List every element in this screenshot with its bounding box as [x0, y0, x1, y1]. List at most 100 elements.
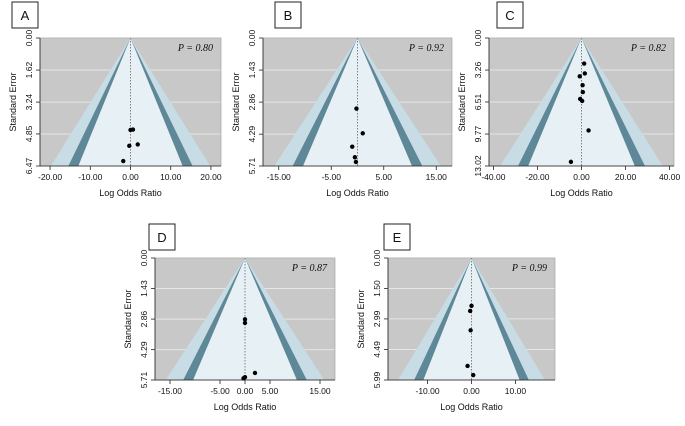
study-point: [468, 328, 473, 333]
x-tick-label: -40.00: [481, 172, 505, 182]
x-tick-label: 20.00: [615, 172, 637, 182]
x-tick-label: -15.00: [267, 172, 291, 182]
panel-letter-box: [11, 1, 39, 29]
x-tick-label: -10.00: [415, 386, 439, 396]
y-tick-label: 1.43: [247, 62, 257, 79]
funnel-panel-c: C -40.00 -20.00 0.00 20.00 40.00 0.00 3.26 6.51 9…: [457, 1, 681, 198]
y-tick-label: 1.62: [24, 62, 34, 79]
y-tick-label: 4.29: [247, 126, 257, 143]
x-tick-label: -5.00: [210, 386, 230, 396]
study-point: [135, 142, 140, 147]
y-axis-title: Standard Error: [8, 72, 18, 131]
x-tick-label: 5.00: [262, 386, 279, 396]
study-point: [580, 89, 586, 95]
x-tick-label: 0.00: [573, 172, 590, 182]
study-point: [354, 106, 359, 111]
x-tick-label: 5.00: [375, 172, 392, 182]
funnel-panel-b: B -15.00 -5.00 5.00 15.00 0.00 1.43 2.86 4.29 5.7…: [231, 1, 453, 198]
study-point: [467, 308, 473, 314]
study-point: [577, 74, 582, 79]
panel-letter-box: [496, 1, 524, 29]
study-point: [360, 131, 365, 136]
panel-letter-box: [148, 223, 176, 251]
study-point: [127, 143, 132, 149]
p-value-label: P = 0.99: [511, 263, 547, 274]
y-tick-label: 3.24: [24, 94, 34, 111]
study-point: [581, 61, 587, 66]
panel-letter-box: [274, 1, 302, 29]
x-axis-title: Log Odds Ratio: [99, 188, 162, 198]
study-point: [241, 376, 246, 381]
x-axis-title: Log Odds Ratio: [440, 402, 503, 412]
study-point: [130, 127, 136, 132]
y-tick-label: 1.50: [372, 280, 382, 297]
x-tick-label: 0.00: [463, 386, 480, 396]
x-tick-label: 40.00: [659, 172, 681, 182]
study-point: [469, 303, 474, 309]
y-tick-label: 4.29: [139, 341, 149, 358]
y-tick-label: 9.77: [473, 126, 483, 143]
y-tick-label: 5.99: [372, 371, 382, 388]
y-tick-label: 1.43: [139, 280, 149, 297]
y-tick-label: 13.02: [473, 155, 483, 177]
y-tick-label: 2.99: [372, 310, 382, 327]
x-tick-label: 0.00: [237, 386, 254, 396]
p-value-label: P = 0.87: [291, 263, 328, 274]
panel-letter: D: [157, 230, 166, 245]
y-tick-label: 6.47: [24, 157, 34, 174]
y-tick-label: 5.71: [247, 157, 257, 174]
panel-letter: E: [393, 230, 402, 245]
y-tick-label: 0.00: [139, 249, 149, 266]
study-point: [586, 128, 591, 133]
x-tick-label: 15.00: [426, 172, 448, 182]
x-axis-title: Log Odds Ratio: [326, 188, 389, 198]
y-tick-label: 0.00: [372, 249, 382, 266]
study-point: [471, 372, 476, 378]
x-tick-label: 15.00: [309, 386, 331, 396]
study-point: [252, 370, 258, 376]
study-point: [568, 159, 574, 165]
y-tick-label: 4.49: [372, 341, 382, 358]
y-tick-label: 6.51: [473, 93, 483, 110]
p-value-label: P = 0.82: [630, 43, 666, 54]
x-axis-title: Log Odds Ratio: [550, 188, 613, 198]
panel-letter: C: [505, 8, 514, 23]
y-tick-label: 0.00: [24, 29, 34, 46]
y-tick-label: 0.00: [473, 29, 483, 46]
x-tick-label: -20.00: [38, 172, 62, 182]
study-point: [242, 317, 248, 322]
y-tick-label: 4.85: [24, 125, 34, 142]
study-point: [353, 159, 359, 165]
study-point: [465, 363, 470, 369]
x-tick-label: -5.00: [322, 172, 342, 182]
y-axis-title: Standard Error: [231, 72, 241, 131]
panel-letter-box: [383, 223, 411, 251]
study-point: [580, 82, 585, 88]
y-axis-title: Standard Error: [457, 72, 467, 131]
study-point: [582, 71, 588, 76]
x-tick-label: 10.00: [505, 386, 527, 396]
y-axis-title: Standard Error: [123, 289, 133, 348]
study-point: [579, 98, 585, 104]
y-tick-label: 2.86: [247, 94, 257, 111]
study-point: [352, 155, 358, 160]
x-axis-title: Log Odds Ratio: [214, 402, 277, 412]
study-point: [121, 158, 126, 164]
funnel-panel-e: E -10.00 0.00 10.00 0.00 1.50 2.99 4.49 5.99 Log …: [356, 223, 556, 412]
y-tick-label: 2.86: [139, 311, 149, 328]
p-value-label: P = 0.92: [408, 43, 444, 54]
study-point: [242, 320, 248, 326]
x-tick-label: -10.00: [78, 172, 102, 182]
y-tick-label: 0.00: [247, 29, 257, 46]
x-tick-label: 0.00: [122, 172, 139, 182]
funnel-panel-a: A -20.00 -10.00 0.00 10.00 20.00 0.00 1.62 3.24 4…: [8, 1, 222, 198]
y-tick-label: 5.71: [139, 371, 149, 388]
p-value-label: P = 0.80: [177, 43, 213, 54]
x-tick-label: -20.00: [525, 172, 549, 182]
study-point: [350, 144, 355, 149]
y-axis-title: Standard Error: [356, 289, 366, 348]
x-tick-label: 10.00: [160, 172, 182, 182]
funnel-panel-d: D -15.00 -5.00 0.00 5.00 15.00 0.00 1.43 2.86 4.2…: [123, 223, 336, 412]
x-tick-label: -15.00: [158, 386, 182, 396]
